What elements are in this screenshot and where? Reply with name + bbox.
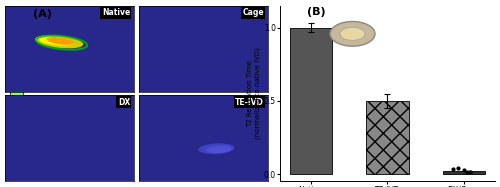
Text: (A): (A) bbox=[32, 9, 52, 19]
Text: Cage: Cage bbox=[242, 8, 264, 17]
Bar bbox=[443, 171, 485, 174]
Text: TE-IVD: TE-IVD bbox=[235, 98, 264, 107]
Ellipse shape bbox=[46, 37, 74, 45]
Ellipse shape bbox=[38, 36, 74, 46]
Bar bbox=[366, 101, 408, 174]
Y-axis label: T2 Relaxation Time
(normalized to native IVD): T2 Relaxation Time (normalized to native… bbox=[248, 47, 261, 140]
Text: DX: DX bbox=[118, 98, 130, 107]
Text: Native: Native bbox=[102, 8, 130, 17]
Point bbox=[466, 170, 474, 173]
Ellipse shape bbox=[35, 35, 84, 48]
Point bbox=[466, 171, 474, 174]
Point bbox=[449, 168, 457, 171]
Ellipse shape bbox=[206, 145, 232, 154]
Point bbox=[460, 168, 468, 171]
Bar bbox=[290, 28, 332, 174]
Point bbox=[454, 167, 462, 170]
Ellipse shape bbox=[330, 22, 375, 46]
Point bbox=[463, 170, 471, 173]
Ellipse shape bbox=[198, 143, 234, 154]
Text: (B): (B) bbox=[308, 7, 326, 17]
Ellipse shape bbox=[340, 27, 365, 40]
